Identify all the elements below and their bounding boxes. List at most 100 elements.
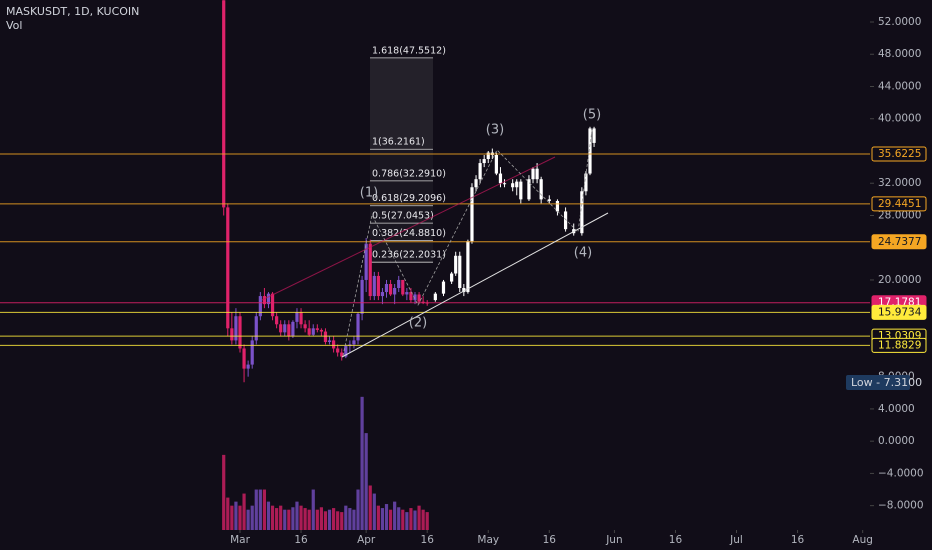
level-badge bbox=[871, 234, 927, 250]
projection-body bbox=[502, 183, 507, 185]
volume-bar bbox=[299, 505, 303, 530]
level-label: 29.4451 bbox=[878, 198, 921, 210]
candle-body bbox=[295, 312, 299, 322]
projection-body bbox=[592, 128, 596, 143]
trend-line bbox=[341, 212, 609, 358]
candle-body bbox=[270, 293, 275, 317]
volume-bar bbox=[344, 505, 348, 530]
volume-bar bbox=[254, 489, 258, 530]
volume-bar bbox=[376, 505, 380, 530]
candle-body bbox=[340, 352, 344, 357]
level-label: 11.8829 bbox=[878, 339, 921, 351]
candle-body bbox=[315, 328, 319, 330]
candle-body bbox=[275, 316, 279, 325]
volume-bar bbox=[380, 508, 385, 530]
volume-bar bbox=[401, 509, 405, 530]
volume-bar bbox=[291, 507, 295, 530]
candle-body bbox=[323, 331, 328, 343]
y-tick-label: 52.0000 bbox=[878, 16, 921, 28]
fib-label: 1(36.2161) bbox=[372, 137, 425, 148]
candle-body bbox=[413, 294, 417, 301]
volume-bar bbox=[250, 505, 254, 530]
volume-bar bbox=[368, 485, 372, 530]
wave-label: (4) bbox=[574, 246, 592, 261]
candle-body bbox=[405, 292, 409, 295]
y-tick-label: 28.0000 bbox=[878, 209, 921, 221]
candle-body bbox=[238, 316, 242, 349]
projection-body bbox=[454, 255, 458, 274]
projection-body bbox=[555, 200, 560, 212]
volume-bar bbox=[262, 489, 267, 530]
projection-body bbox=[466, 241, 470, 293]
candle-body bbox=[250, 340, 254, 365]
low-label: Low - 7.3100 bbox=[851, 376, 922, 389]
x-tick-label: Apr bbox=[357, 534, 376, 546]
volume-bar bbox=[384, 504, 389, 530]
y-tick-label: −8.0000 bbox=[878, 500, 924, 512]
candle-body bbox=[332, 340, 336, 349]
projection-body bbox=[494, 155, 498, 174]
projection-body bbox=[486, 152, 490, 160]
projection-body bbox=[458, 255, 462, 289]
candle-body bbox=[258, 296, 262, 317]
volume-bar bbox=[238, 505, 242, 530]
candle-body bbox=[307, 328, 311, 335]
level-label: 24.7377 bbox=[878, 236, 921, 248]
x-tick-label: Aug bbox=[852, 534, 873, 546]
level-label: 35.6225 bbox=[878, 148, 921, 160]
volume-bar bbox=[234, 501, 238, 530]
projection-body bbox=[580, 191, 584, 234]
candle-body bbox=[364, 243, 368, 280]
low-badge bbox=[846, 375, 910, 390]
volume-bar bbox=[425, 512, 429, 530]
volume-bar bbox=[340, 512, 344, 530]
volume-bar bbox=[348, 508, 352, 530]
wave-path bbox=[342, 129, 593, 357]
candle-body bbox=[417, 294, 421, 302]
candle-body bbox=[368, 243, 372, 297]
level-badge bbox=[871, 196, 927, 212]
projection-body bbox=[441, 281, 446, 294]
projection-body bbox=[535, 168, 539, 180]
fib-label: 0.236(22.2031) bbox=[372, 250, 446, 261]
candle-body bbox=[344, 346, 348, 357]
candle-body bbox=[327, 340, 332, 343]
projection-body bbox=[474, 179, 478, 188]
y-tick-label: 0.0000 bbox=[878, 435, 915, 447]
projection-body bbox=[478, 163, 482, 180]
candle-body bbox=[319, 329, 323, 332]
projection-body bbox=[519, 181, 523, 200]
projection-body bbox=[433, 293, 437, 301]
candle-body bbox=[230, 328, 234, 341]
volume-bar bbox=[364, 433, 368, 530]
candle-body bbox=[401, 279, 405, 295]
y-tick-label: 44.0000 bbox=[878, 80, 921, 92]
price-axis bbox=[870, 0, 932, 550]
candle-body bbox=[356, 313, 360, 341]
x-tick-label: Mar bbox=[230, 534, 250, 546]
volume-bar bbox=[315, 509, 319, 530]
candle-body bbox=[262, 296, 267, 305]
fib-label: 0.5(27.0453) bbox=[372, 211, 434, 222]
volume-bar bbox=[283, 509, 287, 530]
volume-bar bbox=[327, 509, 332, 530]
x-tick-label: May bbox=[477, 534, 499, 546]
candle-body bbox=[397, 279, 401, 289]
volume-bar bbox=[319, 507, 323, 530]
candle-body bbox=[384, 283, 389, 293]
x-tick-label: 16 bbox=[791, 534, 805, 546]
volume-bar bbox=[405, 512, 409, 530]
volume-bar bbox=[336, 511, 340, 530]
volume-bar bbox=[275, 508, 279, 530]
projection-body bbox=[584, 173, 588, 192]
x-tick-label: 16 bbox=[543, 534, 557, 546]
projection-body bbox=[515, 181, 519, 188]
volume-bar bbox=[413, 510, 417, 530]
candle-body bbox=[409, 292, 413, 301]
y-tick-label: 40.0000 bbox=[878, 113, 921, 125]
projection-body bbox=[527, 179, 531, 200]
volume-bar bbox=[279, 505, 283, 530]
fib-label: 0.382(24.8810) bbox=[372, 228, 446, 239]
